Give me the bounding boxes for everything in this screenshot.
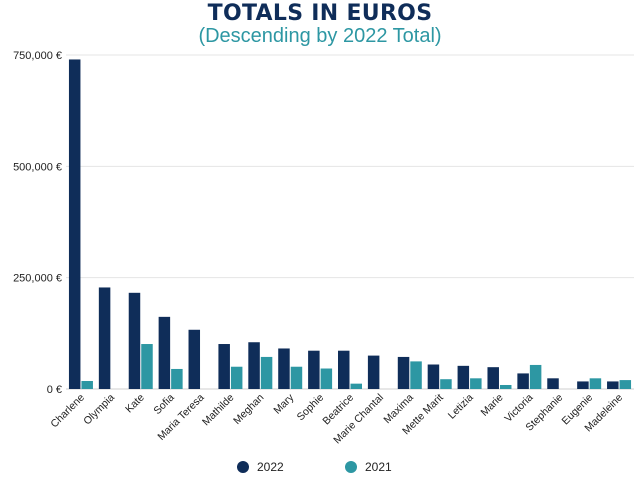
bar-2022-meghan bbox=[248, 342, 260, 389]
bar-2022-marie-chantal bbox=[367, 355, 380, 389]
x-tick-label: Kate bbox=[123, 392, 147, 416]
x-tick-label: Olympia bbox=[81, 392, 117, 428]
bar-2022-madeleine bbox=[607, 381, 619, 389]
bar-2022-sofia bbox=[158, 316, 171, 389]
bar-2022-letizia bbox=[457, 365, 470, 389]
bar-2021-mette-marit bbox=[440, 379, 452, 389]
chart-subtitle: (Descending by 2022 Total) bbox=[198, 25, 442, 47]
bar-2022-kate bbox=[128, 292, 141, 389]
chart-title: TOTALS IN EUROS bbox=[207, 1, 433, 26]
bar-2022-marie bbox=[487, 367, 499, 389]
y-tick-label: 750,000 € bbox=[13, 50, 62, 62]
x-tick-label: Meghan bbox=[231, 392, 266, 427]
legend-label-2021: 2021 bbox=[365, 460, 392, 474]
bar-2021-sophie bbox=[320, 368, 333, 389]
x-tick-label: Mary bbox=[271, 391, 297, 417]
bar-2021-charlene bbox=[81, 380, 93, 389]
bar-2022-stephanie bbox=[547, 378, 559, 389]
bar-2021-beatrice bbox=[350, 383, 362, 389]
bar-2021-madeleine bbox=[619, 380, 632, 389]
bar-2021-sofia bbox=[171, 368, 183, 389]
x-tick-label: Mathilde bbox=[200, 392, 237, 429]
bar-2022-sophie bbox=[308, 350, 320, 389]
bar-2021-mary bbox=[290, 366, 303, 389]
legend-label-2022: 2022 bbox=[257, 460, 284, 474]
bar-2021-meghan bbox=[260, 356, 273, 389]
x-tick-label: Charlene bbox=[48, 392, 87, 431]
bar-2021-mathilde bbox=[230, 366, 243, 389]
bar-2021-eugenie bbox=[589, 378, 602, 389]
bar-2021-maxima bbox=[410, 361, 422, 389]
legend-marker-2021 bbox=[345, 461, 357, 473]
bar-2022-victoria bbox=[517, 373, 529, 389]
x-tick-label: Sofia bbox=[151, 392, 177, 418]
bar-2022-eugenie bbox=[577, 381, 589, 389]
bar-2022-mathilde bbox=[218, 344, 230, 389]
bar-2021-kate bbox=[141, 344, 153, 389]
bar-2021-marie bbox=[499, 384, 512, 389]
y-tick-label: 250,000 € bbox=[13, 273, 62, 285]
bar-2022-mary bbox=[278, 348, 290, 389]
y-tick-label: 500,000 € bbox=[13, 161, 62, 173]
bar-2022-beatrice bbox=[338, 350, 350, 389]
legend-marker-2022 bbox=[237, 461, 249, 473]
bar-2021-victoria bbox=[529, 364, 542, 389]
y-tick-label: 0 € bbox=[47, 384, 62, 396]
bar-2022-mette-marit bbox=[427, 364, 440, 389]
bar-2022-olympia bbox=[98, 287, 111, 389]
bar-2022-charlene bbox=[68, 59, 81, 389]
bar-2022-maria-teresa bbox=[188, 329, 201, 389]
bar-2021-letizia bbox=[470, 378, 482, 389]
x-tick-label: Letizia bbox=[446, 392, 476, 422]
bar-2022-maxima bbox=[397, 356, 410, 389]
x-tick-label: Marie bbox=[479, 392, 506, 419]
